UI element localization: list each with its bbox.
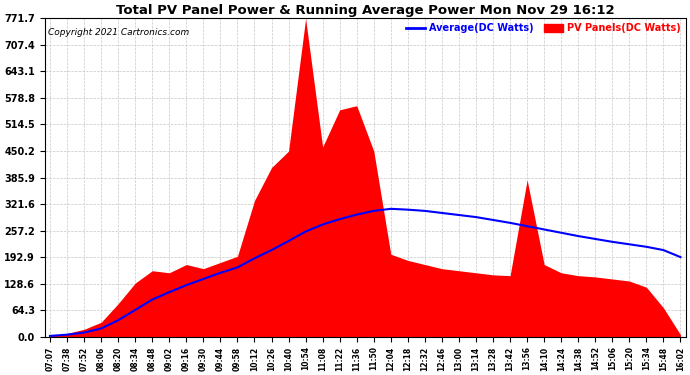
Legend: Average(DC Watts), PV Panels(DC Watts): Average(DC Watts), PV Panels(DC Watts) bbox=[406, 23, 681, 33]
Text: Copyright 2021 Cartronics.com: Copyright 2021 Cartronics.com bbox=[48, 28, 189, 37]
Title: Total PV Panel Power & Running Average Power Mon Nov 29 16:12: Total PV Panel Power & Running Average P… bbox=[116, 4, 615, 17]
